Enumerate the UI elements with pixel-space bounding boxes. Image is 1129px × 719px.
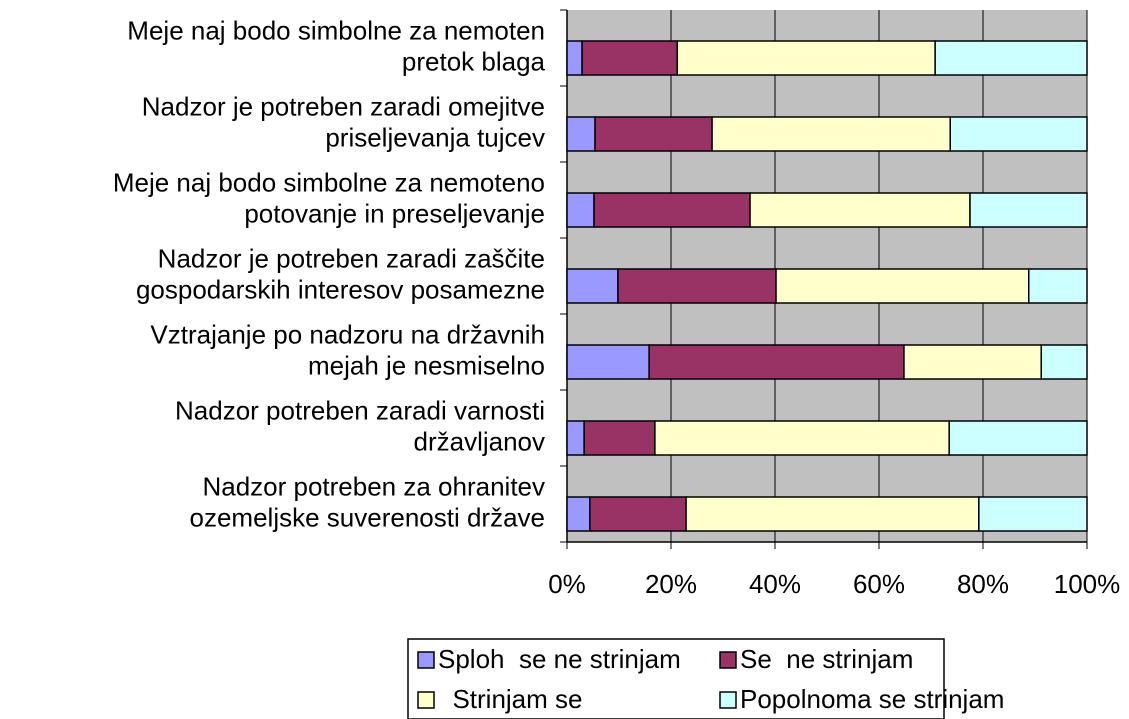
y-tick-label: Nadzor je potreben zaradi omejitve prisel… — [142, 91, 545, 152]
bar-segment — [654, 420, 950, 456]
y-tick-label: Nadzor potreben zaradi varnosti državljan… — [175, 395, 545, 456]
bar-segment — [1040, 344, 1088, 380]
x-tick-label: 100% — [1054, 569, 1121, 599]
legend-swatch — [417, 691, 435, 709]
bar-segment — [566, 344, 650, 380]
x-tick-label: 80% — [957, 569, 1009, 599]
x-tick-label: 40% — [749, 569, 801, 599]
bar-segment — [775, 268, 1030, 304]
legend-label: Sploh se ne strinjam — [438, 644, 681, 674]
bar-segment — [903, 344, 1042, 380]
legend-label: Strinjam se — [438, 684, 583, 714]
legend-swatch — [417, 651, 435, 669]
x-tick-label: 20% — [645, 569, 697, 599]
bar-segment — [949, 116, 1088, 152]
y-tick-label: Nadzor je potreben zaradi zaščite gospoda… — [136, 243, 545, 304]
bar-segment — [589, 496, 687, 532]
bar-segment — [566, 192, 595, 228]
y-tick-label: Nadzor potreben za ohranitev ozemeljske s… — [190, 471, 546, 532]
legend-swatch — [719, 691, 737, 709]
bar-segment — [685, 496, 980, 532]
bar-segment — [566, 116, 596, 152]
bar-segment — [617, 268, 777, 304]
y-tick-label: Vztrajanje po nadzoru na državnih mejah j… — [150, 319, 545, 380]
bar-segment — [594, 116, 713, 152]
bar-segment — [676, 40, 936, 76]
bar-segment — [566, 268, 619, 304]
legend-swatch — [719, 651, 737, 669]
bar-segment — [948, 420, 1088, 456]
bar-segment — [969, 192, 1088, 228]
bar-segment — [711, 116, 951, 152]
bar-segment — [1028, 268, 1088, 304]
bar-segment — [566, 40, 583, 76]
bar-segment — [581, 40, 678, 76]
bar-segment — [583, 420, 656, 456]
bar-segment — [566, 420, 585, 456]
bar-segment — [648, 344, 905, 380]
y-tick-label: Meje naj bodo simbolne za nemoten pretok … — [127, 15, 545, 76]
bar-segment — [593, 192, 751, 228]
legend-label: Se ne strinjam — [740, 644, 913, 674]
legend-label: Popolnoma se strinjam — [740, 684, 1004, 714]
bar-segment — [978, 496, 1088, 532]
x-tick-label: 0% — [548, 569, 586, 599]
bar-segment — [566, 496, 591, 532]
bar-segment — [934, 40, 1088, 76]
x-tick-label: 60% — [853, 569, 905, 599]
y-tick-label: Meje naj bodo simbolne za nemoteno potova… — [113, 167, 545, 228]
legend-box — [407, 638, 945, 719]
bar-segment — [749, 192, 971, 228]
